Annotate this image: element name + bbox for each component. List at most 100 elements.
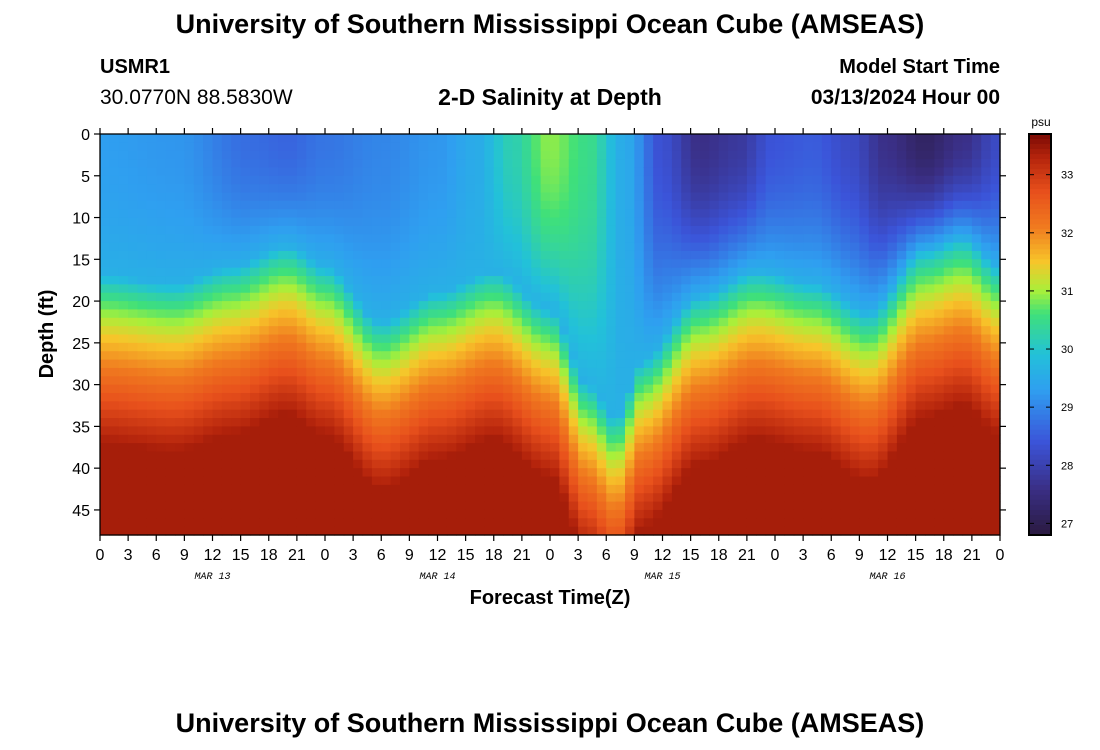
- heatmap-cell: [250, 476, 260, 486]
- heatmap-cell: [718, 225, 729, 235]
- heatmap-cell: [634, 192, 645, 202]
- heatmap-cell: [212, 276, 223, 285]
- heatmap-cell: [737, 225, 748, 235]
- heatmap-cell: [840, 159, 851, 169]
- heatmap-cell: [990, 234, 1001, 244]
- heatmap-cell: [859, 292, 870, 302]
- heatmap-cell: [971, 409, 982, 419]
- heatmap-cell: [437, 200, 448, 210]
- colorbar-segment: [1029, 424, 1051, 431]
- heatmap-cell: [625, 468, 635, 478]
- heatmap-cell: [118, 309, 129, 319]
- heatmap-cell: [718, 192, 729, 202]
- heatmap-cell: [268, 468, 279, 478]
- heatmap-cell: [437, 426, 448, 436]
- heatmap-cell: [850, 159, 860, 169]
- heatmap-cell: [146, 392, 157, 402]
- heatmap-cell: [334, 468, 345, 478]
- heatmap-cell: [100, 526, 110, 536]
- heatmap-cell: [943, 142, 954, 152]
- heatmap-cell: [568, 284, 579, 294]
- heatmap-cell: [671, 200, 682, 210]
- heatmap-cell: [437, 359, 448, 369]
- heatmap-cell: [418, 301, 429, 311]
- colorbar-segment: [1029, 179, 1051, 185]
- heatmap-cell: [221, 159, 232, 169]
- heatmap-cell: [390, 284, 401, 294]
- heatmap-cell: [531, 200, 542, 210]
- heatmap-cell: [231, 526, 242, 536]
- heatmap-cell: [503, 259, 514, 269]
- heatmap-cell: [418, 259, 429, 269]
- heatmap-cell: [240, 518, 251, 528]
- heatmap-cell: [587, 317, 598, 327]
- heatmap-cell: [737, 234, 748, 244]
- heatmap-cell: [971, 200, 982, 210]
- heatmap-cell: [212, 217, 223, 227]
- heatmap-cell: [371, 175, 382, 185]
- heatmap-cell: [775, 225, 785, 235]
- heatmap-cell: [765, 284, 776, 294]
- heatmap-cell: [278, 342, 289, 352]
- heatmap-cell: [859, 150, 870, 160]
- heatmap-cell: [418, 334, 429, 344]
- heatmap-cell: [390, 200, 401, 210]
- heatmap-cell: [840, 142, 851, 152]
- heatmap-cell: [118, 326, 129, 336]
- heatmap-cell: [240, 351, 251, 361]
- heatmap-cell: [587, 351, 598, 361]
- heatmap-cell: [484, 451, 495, 461]
- heatmap-cell: [165, 309, 176, 319]
- heatmap-cell: [118, 292, 129, 302]
- heatmap-cell: [625, 326, 635, 336]
- heatmap-cell: [803, 150, 814, 160]
- heatmap-cell: [165, 468, 176, 478]
- heatmap-cell: [446, 150, 457, 160]
- heatmap-cell: [428, 392, 439, 402]
- heatmap-cell: [971, 267, 982, 277]
- heatmap-cell: [287, 217, 298, 227]
- heatmap-cell: [653, 242, 664, 252]
- heatmap-cell: [568, 192, 579, 202]
- heatmap-cell: [362, 509, 373, 519]
- heatmap-cell: [718, 359, 729, 369]
- heatmap-cell: [896, 484, 907, 494]
- heatmap-cell: [568, 459, 579, 469]
- heatmap-cell: [896, 409, 907, 419]
- heatmap-cell: [831, 242, 842, 252]
- heatmap-cell: [343, 359, 354, 369]
- heatmap-cell: [709, 493, 720, 503]
- heatmap-cell: [100, 401, 110, 411]
- heatmap-cell: [465, 292, 476, 302]
- heatmap-cell: [662, 259, 673, 269]
- heatmap-cell: [634, 501, 645, 511]
- heatmap-cell: [981, 359, 992, 369]
- heatmap-cell: [878, 242, 889, 252]
- heatmap-cell: [718, 317, 729, 327]
- heatmap-cell: [475, 392, 485, 402]
- heatmap-cell: [306, 526, 317, 536]
- heatmap-cell: [418, 526, 429, 536]
- heatmap-cell: [353, 443, 364, 453]
- heatmap-cell: [934, 192, 945, 202]
- heatmap-cell: [531, 468, 542, 478]
- heatmap-cell: [887, 234, 898, 244]
- heatmap-cell: [231, 134, 242, 143]
- heatmap-cell: [850, 192, 860, 202]
- heatmap-cell: [765, 476, 776, 486]
- heatmap-cell: [840, 209, 851, 219]
- heatmap-cell: [484, 250, 495, 260]
- heatmap-cell: [596, 276, 607, 285]
- heatmap-cell: [615, 259, 626, 269]
- heatmap-cell: [521, 426, 532, 436]
- heatmap-cell: [240, 192, 251, 202]
- heatmap-cell: [156, 209, 167, 219]
- heatmap-cell: [737, 167, 748, 177]
- heatmap-cell: [550, 484, 560, 494]
- heatmap-cell: [503, 301, 514, 311]
- heatmap-cell: [887, 401, 898, 411]
- heatmap-cell: [156, 159, 167, 169]
- heatmap-cell: [775, 443, 785, 453]
- heatmap-cell: [821, 376, 832, 386]
- heatmap-cell: [878, 184, 889, 194]
